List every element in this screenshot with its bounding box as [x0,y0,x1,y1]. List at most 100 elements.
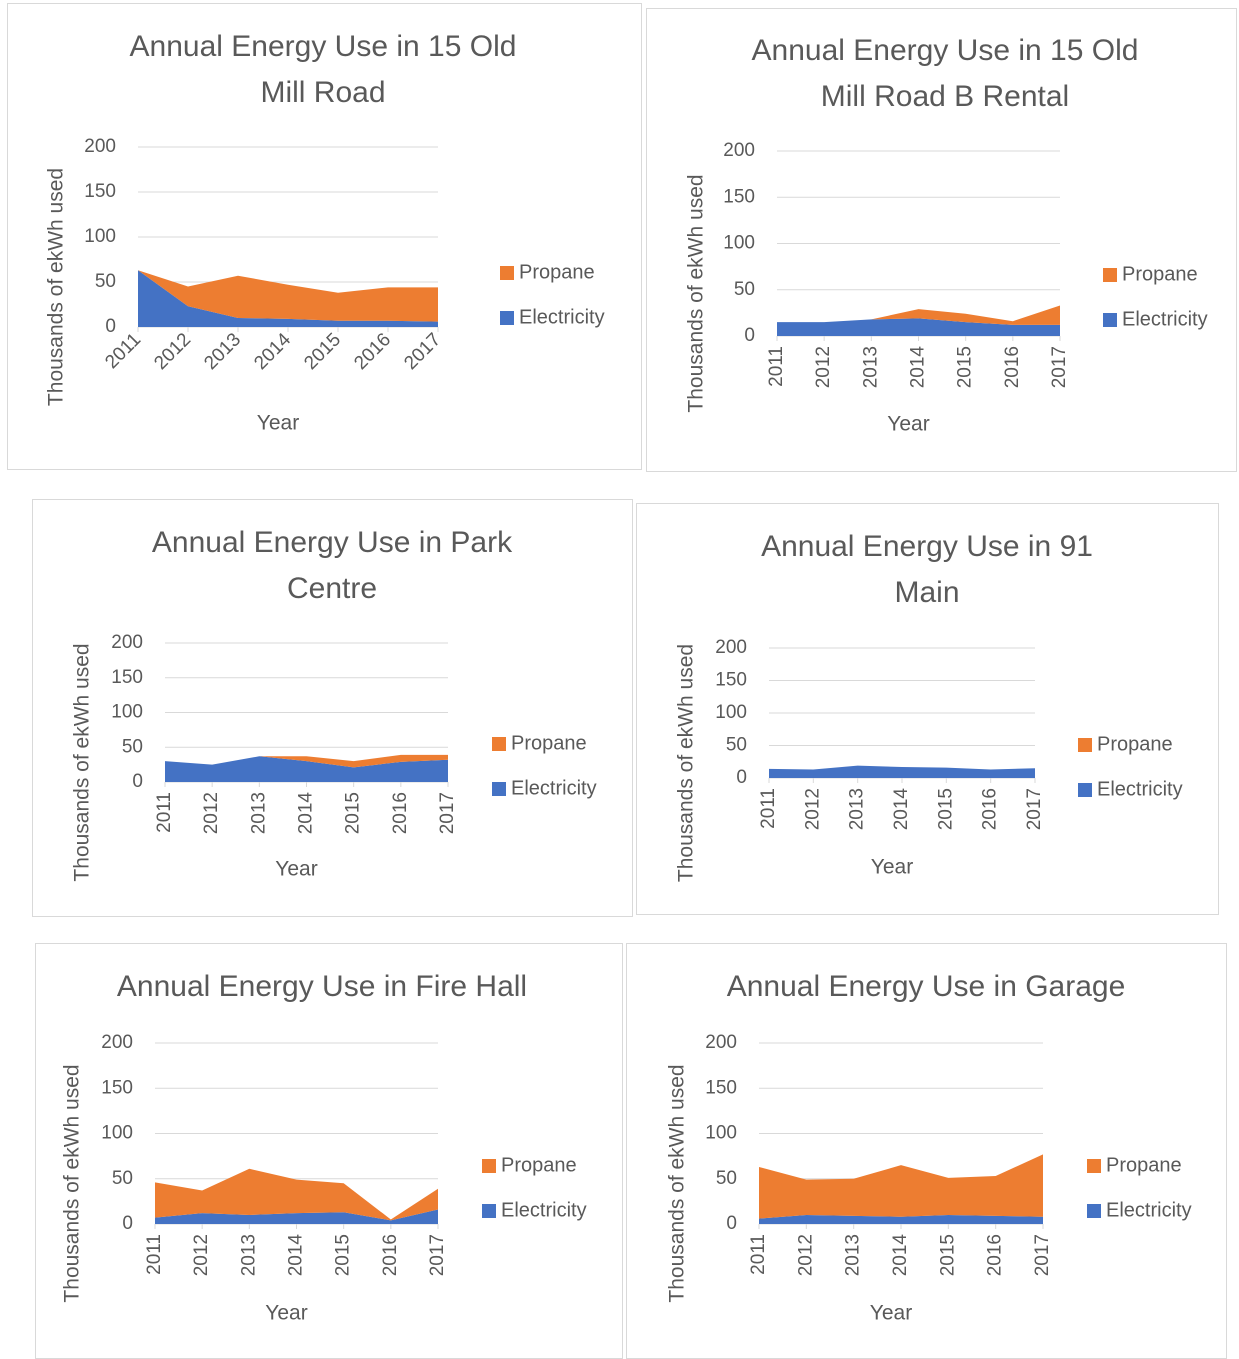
chart-panel: Annual Energy Use in Garage 0 50 100 150 200 2… [626,943,1227,1359]
y-tick-label: 0 [726,1213,737,1234]
chart-panel: Annual Energy Use in Fire Hall 0 50 100 150 2… [35,943,623,1359]
y-axis-title: Thousands of ekWh used [71,643,94,881]
x-axis-title: Year [257,412,299,435]
y-tick-label: 150 [101,1077,133,1098]
x-tick-label: 2015 [333,1234,354,1276]
x-tick-label: 2012 [802,788,823,830]
area-series [165,756,448,782]
y-tick-label: 150 [705,1077,737,1098]
y-tick-label: 0 [105,316,116,337]
y-tick-label: 50 [726,735,747,756]
y-tick-label: 100 [715,702,747,723]
y-tick-label: 50 [122,736,143,757]
y-tick-label: 50 [95,271,116,292]
legend-label: Electricity [1122,308,1208,330]
x-tick-label: 2016 [1002,346,1023,388]
legend-swatch [1087,1159,1101,1173]
y-tick-label: 200 [715,637,747,658]
area-series [155,1168,438,1221]
x-tick-label: 2013 [847,788,868,830]
y-tick-label: 50 [716,1168,737,1189]
x-tick-label: 2016 [980,788,1001,830]
y-tick-label: 200 [111,632,143,653]
x-tick-label: 2015 [937,1234,958,1276]
x-axis-title: Year [275,858,317,881]
x-tick-label: 2012 [795,1234,816,1276]
area-series [777,318,1060,336]
legend-label: Propane [519,261,595,283]
y-tick-label: 100 [84,226,116,247]
legend-swatch [1087,1204,1101,1218]
legend-label: Electricity [1106,1199,1192,1221]
panel-border [636,503,1219,915]
chart-title: Annual Energy Use in 91 Main [761,530,1093,609]
y-tick-label: 150 [715,670,747,691]
x-tick-label: 2017 [1049,346,1070,388]
x-tick-label: 2011 [154,792,175,833]
x-tick-label: 2011 [758,788,779,829]
x-axis-title: Year [871,856,913,879]
legend-swatch [1103,313,1117,327]
area-series [165,754,448,768]
x-tick-label: 2011 [748,1234,769,1275]
area-series [759,1154,1043,1219]
panel-border [646,8,1237,472]
legend-swatch [500,266,514,280]
y-tick-label: 0 [132,771,143,792]
y-tick-label: 150 [111,667,143,688]
legend-swatch [482,1204,496,1218]
x-tick-label: 2017 [437,792,458,834]
chart-title: Annual Energy Use in 15 Old Mill Road [130,30,517,109]
y-axis-title: Thousands of ekWh used [685,174,708,412]
x-tick-label: 2015 [955,346,976,388]
y-tick-label: 200 [84,136,116,157]
x-axis-title: Year [887,413,929,436]
legend-label: Propane [1106,1154,1182,1176]
x-axis-title: Year [870,1302,912,1325]
legend-swatch [1078,738,1092,752]
chart-panel: Annual Energy Use in 15 Old Mill Road 0 50 1… [7,3,642,470]
x-tick-label: 2014 [286,1234,307,1277]
y-axis-title: Thousands of ekWh used [666,1064,689,1302]
chart-title: Annual Energy Use in Garage [727,970,1126,1003]
x-tick-label: 2015 [935,788,956,830]
x-tick-label: 2017 [1032,1234,1053,1276]
legend-label: Propane [511,732,587,754]
legend-label: Propane [501,1154,577,1176]
y-axis-title: Thousands of ekWh used [61,1064,84,1302]
x-tick-label: 2016 [390,792,411,834]
y-axis-title: Thousands of ekWh used [675,644,698,882]
chart-panel: Annual Energy Use in 91 Main 0 50 100 150 200 2… [636,503,1219,915]
x-axis-title: Year [265,1302,307,1325]
x-tick-label: 2017 [1024,788,1045,830]
y-tick-label: 100 [101,1123,133,1144]
chart-title: Annual Energy Use in Fire Hall [117,970,527,1003]
y-tick-label: 50 [112,1168,133,1189]
x-tick-label: 2016 [985,1234,1006,1276]
area-series [777,305,1060,325]
y-tick-label: 150 [84,181,116,202]
x-tick-label: 2011 [766,346,787,387]
y-tick-label: 0 [122,1213,133,1234]
x-tick-label: 2014 [890,1234,911,1277]
x-tick-label: 2013 [248,792,269,834]
y-tick-label: 0 [744,325,755,346]
x-tick-label: 2014 [296,792,317,835]
panel-border [626,943,1227,1359]
legend-label: Electricity [501,1199,587,1221]
panel-border [32,499,633,917]
chart-title: Annual Energy Use in 15 Old Mill Road B R… [752,34,1139,113]
x-tick-label: 2013 [238,1234,259,1276]
x-tick-label: 2016 [380,1234,401,1276]
y-tick-label: 200 [101,1032,133,1053]
y-tick-label: 100 [111,702,143,723]
y-tick-label: 200 [723,140,755,161]
legend-label: Electricity [519,306,605,328]
x-tick-label: 2014 [891,788,912,831]
legend-swatch [492,737,506,751]
panel-border [35,943,623,1359]
x-tick-label: 2017 [427,1234,448,1276]
y-axis-title: Thousands of ekWh used [45,168,68,406]
area-series [155,1209,438,1224]
